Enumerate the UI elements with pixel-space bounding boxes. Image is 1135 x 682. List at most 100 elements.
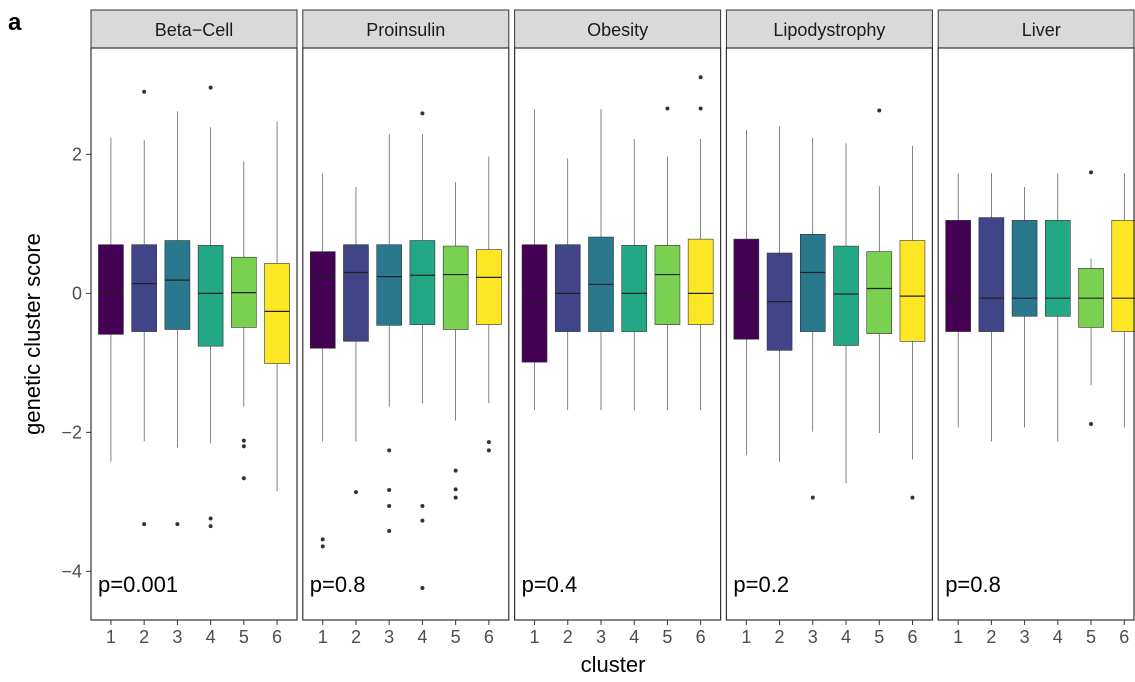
box [833,245,859,346]
x-tick-label: 5 [1086,627,1096,647]
strip-title: Obesity [587,20,648,40]
box [687,238,714,325]
x-tick-label: 3 [808,627,818,647]
p-value: p=0.8 [310,572,366,597]
outlier [665,106,670,111]
panel-border [725,47,934,621]
x-tick-label: 5 [239,627,249,647]
box [621,245,648,332]
outlier [241,476,246,481]
p-value: p=0.8 [945,572,1001,597]
box [1045,220,1071,317]
box [654,245,681,325]
outlier [1089,422,1094,427]
box [1011,220,1038,317]
x-tick-label: 3 [1020,627,1030,647]
outlier [698,75,703,80]
outlier [420,504,425,509]
x-tick-label: 3 [172,627,182,647]
outlier [420,586,425,591]
box [343,244,369,342]
panel-background [514,48,721,620]
outlier [910,495,915,500]
x-tick-label: 1 [318,627,328,647]
x-tick-label: 4 [841,627,851,647]
outlier [241,438,246,443]
strip [302,9,510,49]
x-tick-label: 6 [484,627,494,647]
panel-border [90,47,298,621]
box [98,244,124,335]
outlier [208,524,213,529]
x-tick-label: 5 [451,627,461,647]
strip-title: Beta−Cell [155,20,234,40]
outlier [877,108,882,113]
panel-background [726,48,933,620]
panel-border [937,47,1135,621]
x-axis-title: cluster [581,652,646,677]
x-tick-label: 1 [953,627,963,647]
strip-title: Liver [1022,20,1061,40]
y-tick-label: −4 [61,561,82,581]
box [1111,220,1135,332]
outlier [453,468,458,473]
outlier [241,444,246,449]
box [554,244,581,332]
y-tick-label: −2 [61,422,82,442]
panel-background [302,48,509,620]
outlier [320,537,325,542]
x-tick-label: 4 [206,627,216,647]
panel-label: a [8,9,22,36]
strip [725,9,933,49]
outlier [698,106,703,111]
panel-background [91,48,297,620]
box [264,263,290,364]
y-axis-title: genetic cluster score [20,233,45,435]
x-tick-label: 6 [1119,627,1129,647]
outlier [208,516,213,521]
strip [937,9,1135,49]
strip-title: Proinsulin [366,20,445,40]
panel-border [302,47,510,621]
x-tick-label: 6 [696,627,706,647]
box [521,244,548,363]
y-tick-label: 2 [72,144,82,164]
x-tick-label: 1 [106,627,116,647]
outlier [810,495,815,500]
strip [514,9,722,49]
box [978,217,1005,332]
outlier [486,448,491,453]
outlier [420,111,425,116]
x-tick-label: 2 [986,627,996,647]
box [476,249,502,325]
box [131,244,157,332]
box [899,240,926,342]
box [733,238,760,340]
box [409,240,436,325]
y-tick-label: 0 [72,283,82,303]
outlier [1089,170,1094,175]
strip-title: Lipodystrophy [773,20,885,40]
outlier [420,518,425,523]
outlier [353,490,358,495]
p-value: p=0.001 [98,572,178,597]
box [309,251,336,349]
x-tick-label: 6 [272,627,282,647]
box [376,244,402,326]
x-tick-label: 4 [1053,627,1063,647]
x-tick-label: 1 [741,627,751,647]
x-tick-label: 4 [629,627,639,647]
outlier [142,522,147,527]
p-value: p=0.2 [733,572,789,597]
outlier [453,495,458,500]
x-tick-label: 2 [139,627,149,647]
x-tick-label: 5 [874,627,884,647]
outlier [387,448,392,453]
x-tick-label: 4 [417,627,427,647]
outlier [175,522,180,527]
box [799,233,826,332]
panel-border [513,47,722,621]
box [197,245,224,347]
